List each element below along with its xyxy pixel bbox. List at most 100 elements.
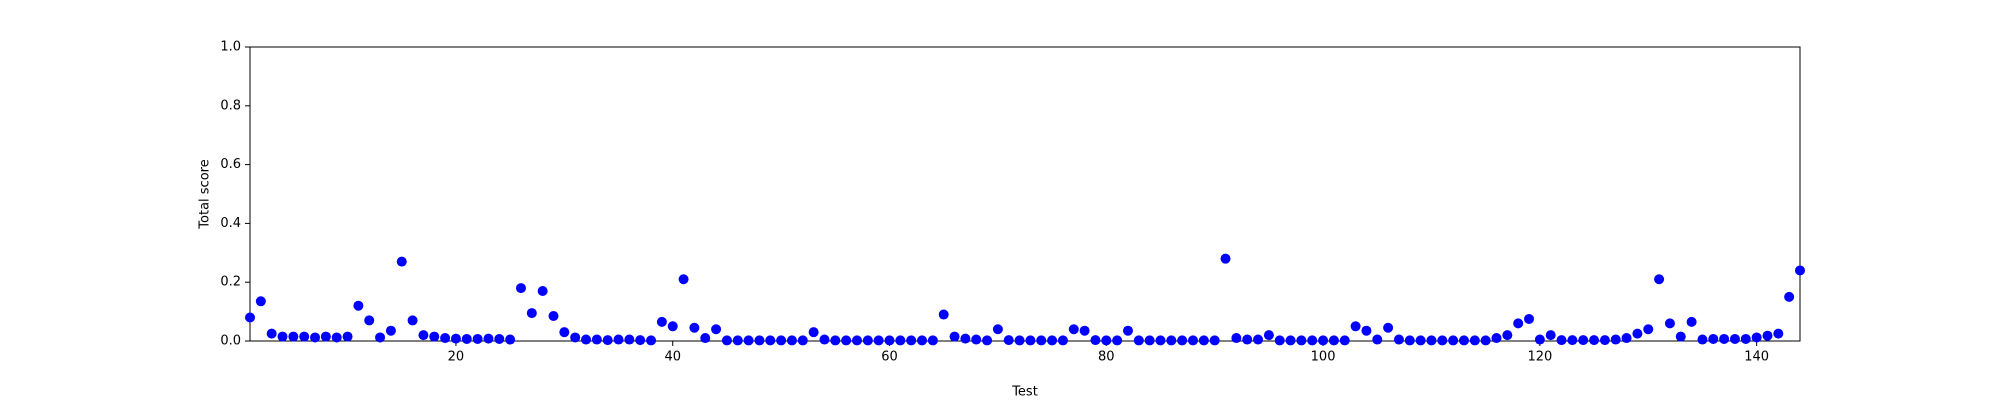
x-tick-label: 20 <box>448 350 465 365</box>
point <box>1220 253 1231 264</box>
x-tick-label: 40 <box>664 350 681 365</box>
y-tick-label: 0.2 <box>220 275 241 290</box>
point <box>526 308 537 319</box>
y-axis-label: Total score <box>198 159 213 229</box>
point <box>1729 333 1740 344</box>
point <box>1426 335 1437 346</box>
point <box>1133 335 1144 346</box>
point <box>385 325 396 336</box>
point <box>1762 330 1773 341</box>
point <box>1231 333 1242 344</box>
point <box>754 335 765 346</box>
point <box>1166 335 1177 346</box>
y-tick-label: 1.0 <box>220 40 241 55</box>
point <box>667 321 678 332</box>
point <box>1296 335 1307 346</box>
point <box>559 327 570 338</box>
point <box>342 331 353 342</box>
point <box>786 335 797 346</box>
point <box>1708 333 1719 344</box>
point <box>440 333 451 344</box>
point <box>656 316 667 327</box>
point <box>732 335 743 346</box>
point <box>1556 335 1567 346</box>
x-tick-label: 100 <box>1311 350 1336 365</box>
point <box>1318 335 1329 346</box>
point <box>1253 334 1264 345</box>
point <box>1697 334 1708 345</box>
point <box>1513 318 1524 329</box>
x-axis-label: Test <box>1011 385 1038 400</box>
point <box>624 334 635 345</box>
point <box>1361 325 1372 336</box>
y-tick-label: 0.6 <box>220 157 241 172</box>
point <box>895 335 906 346</box>
x-tick-label: 120 <box>1527 350 1552 365</box>
point <box>1372 334 1383 345</box>
point <box>581 334 592 345</box>
point <box>1307 335 1318 346</box>
point <box>711 324 722 335</box>
point <box>689 322 700 333</box>
point <box>808 327 819 338</box>
point <box>700 333 711 344</box>
point <box>1328 335 1339 346</box>
point <box>873 335 884 346</box>
point <box>255 296 266 307</box>
point <box>1567 335 1578 346</box>
point <box>537 286 548 297</box>
point <box>494 333 505 344</box>
point <box>1122 325 1133 336</box>
point <box>927 335 938 346</box>
point <box>646 335 657 346</box>
point <box>1719 333 1730 344</box>
point <box>1003 335 1014 346</box>
point <box>1632 328 1643 339</box>
point <box>1393 334 1404 345</box>
point <box>1589 335 1600 346</box>
point <box>570 332 581 343</box>
x-tick-label: 140 <box>1744 350 1769 365</box>
point <box>743 335 754 346</box>
point <box>1274 335 1285 346</box>
point <box>1177 335 1188 346</box>
point <box>450 333 461 344</box>
point <box>548 311 559 322</box>
y-tick-label: 0.4 <box>220 216 241 231</box>
point <box>407 315 418 326</box>
point <box>1090 335 1101 346</box>
point <box>331 332 342 343</box>
point <box>1491 333 1502 344</box>
point <box>1155 335 1166 346</box>
point <box>396 256 407 267</box>
point <box>830 335 841 346</box>
point <box>1198 335 1209 346</box>
point <box>1599 335 1610 346</box>
point <box>1188 335 1199 346</box>
point <box>364 315 375 326</box>
point <box>1047 335 1058 346</box>
point <box>1545 330 1556 341</box>
point <box>1068 324 1079 335</box>
point <box>1654 274 1665 285</box>
point <box>320 331 331 342</box>
point <box>483 333 494 344</box>
point <box>1686 316 1697 327</box>
point <box>1036 335 1047 346</box>
point <box>266 328 277 339</box>
point <box>613 334 624 345</box>
point <box>1057 335 1068 346</box>
point <box>1383 322 1394 333</box>
point <box>1350 321 1361 332</box>
point <box>375 332 386 343</box>
point <box>245 312 255 323</box>
point <box>1014 335 1025 346</box>
point <box>678 274 689 285</box>
point <box>1795 265 1805 276</box>
point <box>1773 328 1784 339</box>
point <box>971 334 982 345</box>
point <box>1242 334 1253 345</box>
point <box>1469 335 1480 346</box>
point <box>851 335 862 346</box>
point <box>1101 335 1112 346</box>
